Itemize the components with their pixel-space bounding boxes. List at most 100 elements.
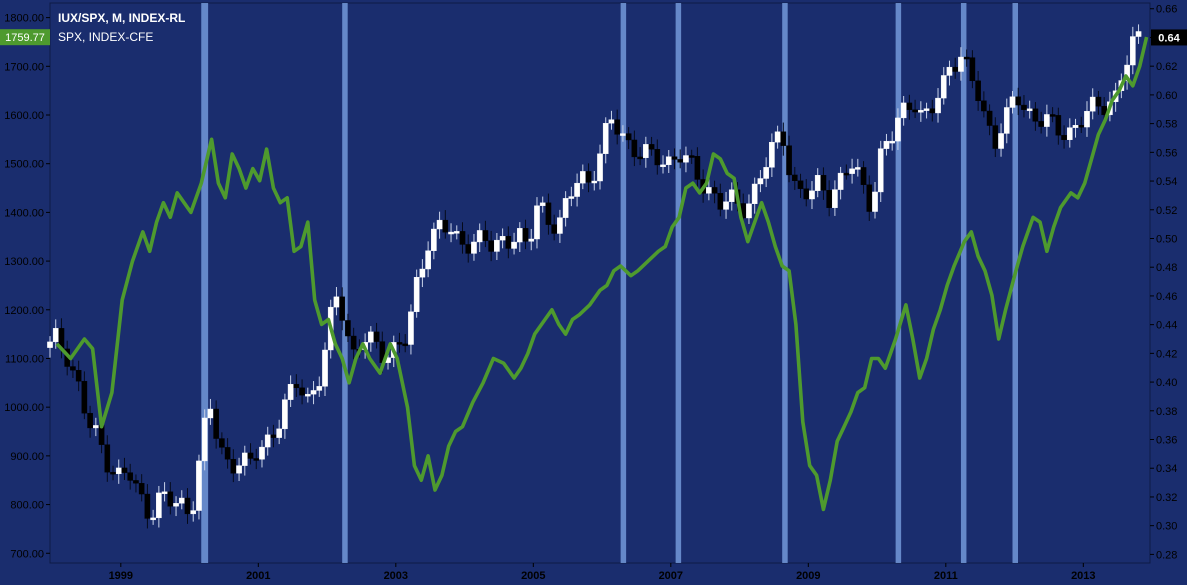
candle-body (476, 230, 483, 243)
candle-body (786, 145, 792, 176)
candle-body (322, 349, 328, 387)
right-axis-tick-label: 0.58 (1156, 119, 1177, 131)
candle-body (728, 189, 735, 202)
candle-body (115, 467, 122, 475)
candle-body (1015, 96, 1022, 106)
candle-body (52, 328, 59, 343)
candle-body (688, 155, 695, 158)
candle-body (127, 472, 134, 481)
left-axis-tick-label: 1800.00 (4, 13, 44, 25)
candle-body (551, 224, 557, 234)
left-axis-tick-label: 900.00 (10, 451, 44, 463)
highlight-band (620, 3, 627, 563)
candle-body (1044, 114, 1050, 127)
right-axis-tick-label: 0.38 (1156, 406, 1177, 418)
candle-body (173, 503, 179, 507)
candle-body (975, 80, 981, 102)
candle-body (247, 452, 254, 459)
candle-body (1003, 107, 1010, 134)
candle-body (946, 66, 953, 76)
candle-body (717, 193, 724, 210)
candle-body (219, 438, 225, 448)
candle-body (837, 172, 844, 190)
candle-body (528, 238, 535, 242)
candle-body (711, 187, 718, 194)
right-axis-tick-label: 0.28 (1156, 549, 1177, 561)
candle-body (620, 133, 626, 136)
candle-body (780, 131, 787, 146)
candle-body (952, 66, 959, 72)
candle-body (310, 390, 317, 395)
candle-body (453, 231, 460, 234)
candle-body (70, 366, 76, 371)
candle-body (872, 191, 878, 212)
candle-body (259, 446, 265, 460)
candle-body (602, 123, 609, 154)
candle-body (1135, 31, 1142, 37)
candle-body (855, 167, 861, 170)
candle-body (574, 182, 580, 197)
candle-body (1130, 36, 1136, 66)
left-axis-tick-label: 1500.00 (4, 159, 44, 171)
highlight-band (1012, 3, 1018, 563)
left-axis-tick-label: 800.00 (10, 500, 44, 512)
candle-body (1084, 111, 1090, 128)
candle-body (648, 144, 655, 150)
right-axis-tick-label: 0.54 (1156, 176, 1177, 188)
candle-body (431, 228, 437, 251)
x-axis-tick-label: 2007 (659, 570, 683, 582)
candle-body (860, 167, 867, 185)
candle-body (940, 75, 947, 99)
candle-body (923, 108, 930, 111)
candle-body (1089, 96, 1096, 112)
plot-area (49, 2, 1151, 564)
candle-body (511, 241, 517, 249)
right-axis-tick-label: 0.44 (1156, 320, 1177, 332)
candle-body (665, 156, 672, 166)
ratio-last-value: 0.64 (1158, 32, 1180, 44)
candle-body (499, 236, 506, 241)
candle-body (534, 205, 540, 240)
right-axis-tick-label: 0.30 (1156, 521, 1177, 533)
candle-body (820, 175, 827, 191)
candle-body (150, 517, 156, 521)
highlight-band (342, 3, 348, 563)
candle-body (471, 241, 477, 254)
candle-body (482, 230, 489, 241)
x-axis-tick-label: 2009 (796, 570, 820, 582)
right-axis-tick-label: 0.56 (1156, 147, 1177, 159)
candle-body (539, 202, 546, 206)
candle-body (224, 447, 231, 460)
candle-body (562, 198, 569, 218)
highlight-band (895, 3, 902, 563)
candle-body (396, 342, 403, 345)
left-axis-tick-label: 1200.00 (4, 305, 44, 317)
candle-body (87, 412, 93, 429)
candle-body (144, 493, 151, 519)
candle-body (121, 467, 128, 473)
candle-body (797, 180, 804, 189)
left-axis-tick-label: 1700.00 (4, 61, 44, 73)
candle-body (912, 109, 918, 113)
candle-body (557, 217, 563, 234)
right-axis-tick-label: 0.36 (1156, 435, 1177, 447)
candle-body (488, 240, 494, 252)
candle-body (293, 384, 300, 389)
candle-body (568, 196, 575, 199)
candle-body (769, 141, 775, 168)
candle-body (580, 171, 586, 184)
candle-body (706, 187, 712, 194)
ratio-last-badge (1151, 29, 1187, 46)
candle-body (889, 140, 895, 144)
candle-body (213, 408, 219, 439)
candle-body (1095, 96, 1102, 107)
candle-body (998, 133, 1004, 149)
candle-body (465, 244, 472, 254)
candle-body (746, 203, 752, 219)
right-axis-tick-label: 0.32 (1156, 492, 1177, 504)
candle-body (516, 228, 523, 243)
candle-body (1078, 125, 1085, 128)
candle-body (1072, 125, 1079, 128)
spx-line (55, 36, 1149, 512)
